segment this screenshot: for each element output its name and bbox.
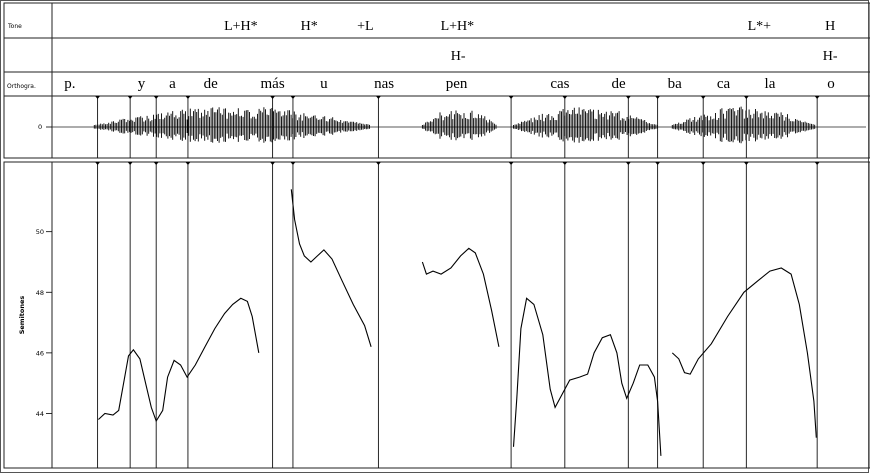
y-axis-ticks: 44 46 48 50 [36,228,52,418]
tier-panel-border [3,2,870,159]
boundary-tone-label: H- [823,49,838,64]
boundary-marker [127,96,133,99]
boundary-marker [375,96,381,99]
boundary-marker [562,96,568,99]
syllable-label: la [765,76,776,92]
syllable-label: más [261,76,285,92]
ortho-tier-label: Orthogra. [7,83,36,90]
syllable-label: a [169,76,176,92]
segment-boundaries [95,96,820,468]
tone-tier-label: Tone [7,23,22,30]
pitch-curve [671,267,817,438]
boundary-marker [290,162,296,165]
pitch-curve [512,297,662,456]
syllable-label: y [138,76,146,92]
y-tick-label: 46 [36,349,44,357]
waveform-burst [421,110,497,141]
pitch-curve [421,247,500,347]
waveform-axis-tick: 0 [38,123,42,131]
tier-panel: Tone Orthogra. L+H* H* +L L+H* L*+ H H- H- p. y… [3,2,870,159]
y-tick-label: 48 [36,289,44,297]
syllable-label: cas [550,76,569,92]
tone-label: L*+ [748,19,772,34]
boundary-marker [743,162,749,165]
syllable-label: ca [717,76,731,92]
boundary-tone-label: H- [451,49,466,64]
tone-tier: L+H* H* +L L+H* L*+ H [224,19,835,34]
boundary-marker [375,162,381,165]
boundary-tone-tier: H- H- [451,49,838,64]
pitch-plot-border [3,161,870,469]
boundary-marker [508,96,514,99]
tone-label: H* [301,19,318,34]
boundary-marker [153,96,159,99]
y-tick-label: 50 [36,228,44,236]
syllable-label: u [320,76,328,92]
syllable-label: de [204,76,219,92]
tone-label: L+H* [441,19,475,34]
pitch-curves [98,189,817,456]
syllable-label: pen [446,76,468,92]
boundary-marker [95,162,101,165]
pitch-curve [290,189,372,347]
y-tick-label: 44 [36,410,44,418]
boundary-marker [270,96,276,99]
y-axis-label: Semitones [18,296,26,335]
boundary-marker [508,162,514,165]
tone-label: H [825,19,835,34]
boundary-marker [562,162,568,165]
boundary-marker [743,96,749,99]
boundary-marker [625,96,631,99]
waveform-burst [93,107,370,143]
syllable-label: de [611,76,626,92]
boundary-marker [700,162,706,165]
boundary-marker [153,162,159,165]
pitch-plot-panel: Semitones 44 46 48 50 [3,96,870,469]
syllable-label: o [827,76,835,92]
boundary-marker [290,96,296,99]
waveform-burst [513,107,658,143]
boundary-marker [127,162,133,165]
boundary-marker [655,162,661,165]
boundary-marker [814,162,820,165]
syllable-label: ba [668,76,683,92]
orthographic-tier: p.yademásunaspencasdebacalaop. [64,76,835,92]
boundary-marker [95,96,101,99]
boundary-marker [625,162,631,165]
waveform-burst [671,106,816,144]
boundary-marker [700,96,706,99]
tone-label: L+H* [224,19,258,34]
syllable-label: nas [374,76,394,92]
boundary-marker [655,96,661,99]
tone-label: +L [357,19,373,34]
boundary-marker [270,162,276,165]
boundary-marker [185,162,191,165]
boundary-marker [814,96,820,99]
boundary-marker [185,96,191,99]
syllable-label: p. [64,76,75,92]
pitch-curve [98,297,260,423]
